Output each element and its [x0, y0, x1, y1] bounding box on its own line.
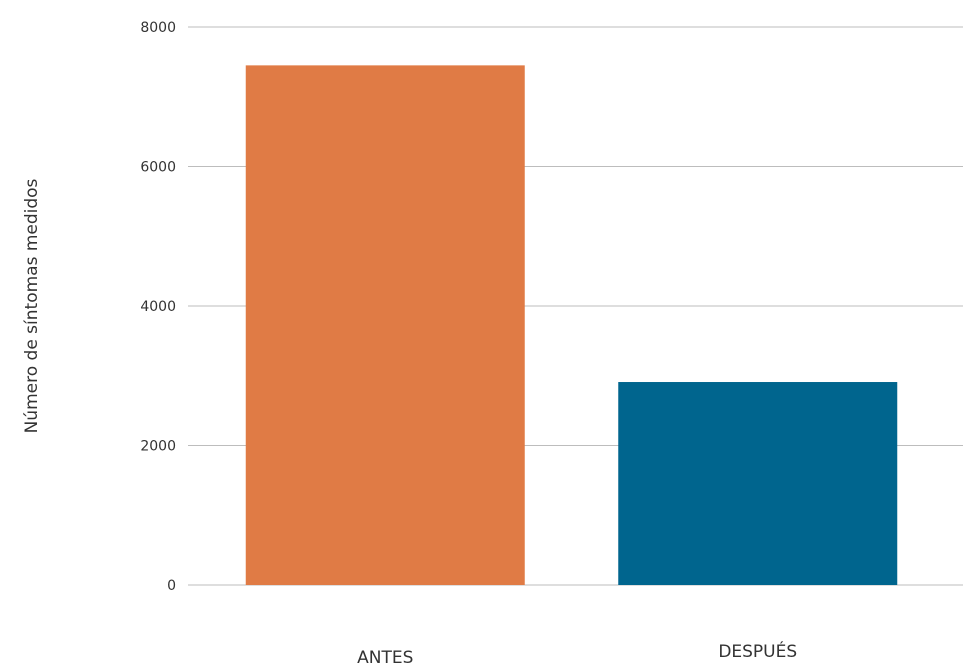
y-tick-label: 4000	[140, 299, 176, 315]
x-category-label: ANTES	[357, 648, 413, 666]
bar-después	[618, 382, 898, 585]
y-tick-label: 2000	[140, 439, 176, 455]
y-tick-label: 6000	[140, 160, 176, 176]
y-axis-ticks: 0 2000 4000 6000 8000	[140, 20, 176, 594]
y-tick-label: 8000	[140, 20, 176, 36]
bar-antes	[245, 65, 525, 586]
bars	[245, 65, 898, 586]
x-category-label: DESPUÉS	[718, 640, 797, 662]
x-axis-labels: ANTES DESPUÉS	[357, 640, 797, 666]
y-axis-title: Número de síntomas medidos	[22, 178, 42, 433]
y-tick-label: 0	[167, 578, 176, 594]
